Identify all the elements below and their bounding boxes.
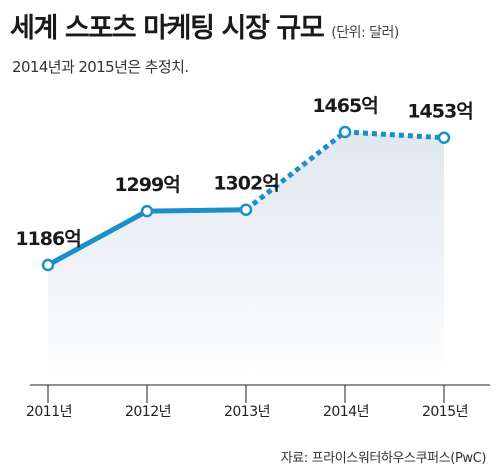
x-tick-label: 2011년 [26,404,72,420]
area-fill [48,132,444,385]
actual-line-segment [45,208,150,268]
data-point [41,258,55,272]
data-point [437,131,451,144]
x-tick-label: 2013년 [224,404,270,420]
data-point [239,203,253,216]
x-tick-label: 2014년 [323,404,369,420]
data-point [338,125,352,139]
data-label: 1465억 [312,95,377,117]
data-label: 1186억 [15,228,80,250]
unit-label: (단위: 달러) [331,25,399,41]
chart-title: 세계 스포츠 마케팅 시장 규모 [10,13,325,44]
data-point [140,204,154,218]
x-tick-label: 2012년 [125,404,171,420]
estimate-line-segment [344,129,445,141]
title-row: 세계 스포츠 마케팅 시장 규모 (단위: 달러) [10,6,494,54]
actual-line-segment [144,207,249,214]
source-note: 자료: 프라이스워터하우스쿠퍼스(PwC) [280,451,487,466]
x-tick-label: 2015년 [422,404,468,420]
chart-subtitle: 2014년과 2015년은 추정치. [12,58,189,76]
data-label: 1302억 [213,173,278,195]
estimate-line-segment [244,130,347,212]
data-label: 1299억 [114,174,179,196]
data-label: 1453억 [407,101,472,123]
